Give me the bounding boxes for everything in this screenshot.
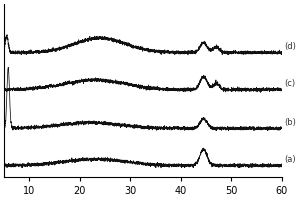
Text: (d): (d) [284,42,296,51]
Text: (a): (a) [284,155,296,164]
Text: (c): (c) [284,79,296,88]
Text: (b): (b) [284,118,296,127]
